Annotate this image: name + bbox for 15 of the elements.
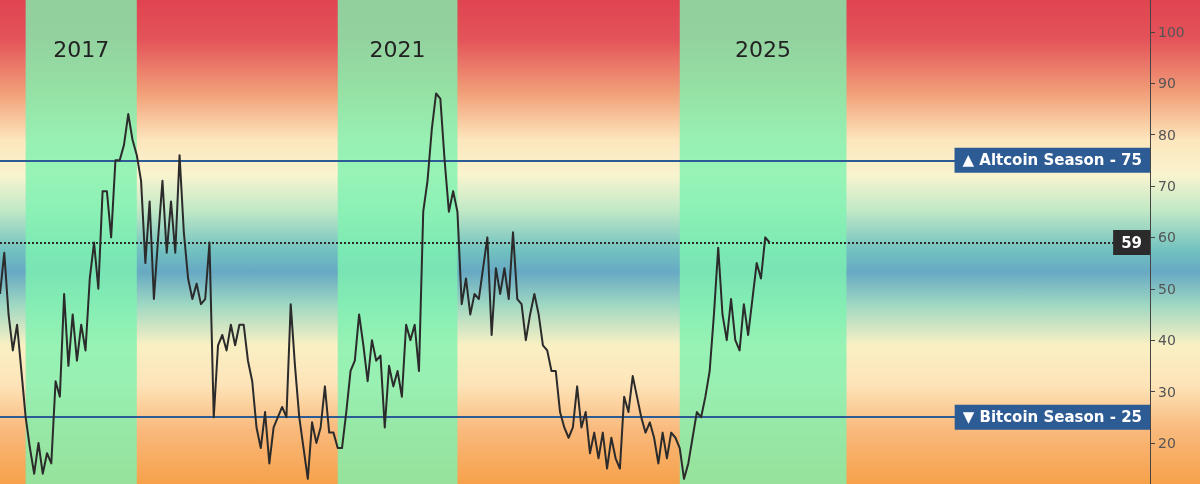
ref-line-label: ▼ Bitcoin Season - 25 bbox=[962, 408, 1142, 427]
y-tick-label: 20 bbox=[1158, 434, 1176, 451]
ref-line-label: ▲ Altcoin Season - 75 bbox=[962, 151, 1142, 170]
annotation: 2017 bbox=[53, 36, 110, 62]
y-tick-label: 50 bbox=[1158, 280, 1176, 297]
y-tick-label: 30 bbox=[1158, 383, 1176, 400]
y-tick-label: 60 bbox=[1158, 229, 1176, 246]
annotation: 2021 bbox=[369, 36, 426, 62]
annotation: 2025 bbox=[735, 36, 792, 62]
y-tick-label: 70 bbox=[1158, 178, 1176, 194]
y-tick-label: 90 bbox=[1158, 75, 1176, 92]
y-tick-label: 80 bbox=[1158, 126, 1176, 143]
y-tick-label: 40 bbox=[1158, 332, 1176, 349]
ref-line-label: 59 bbox=[1121, 233, 1142, 252]
y-tick-label: 100 bbox=[1158, 23, 1185, 40]
